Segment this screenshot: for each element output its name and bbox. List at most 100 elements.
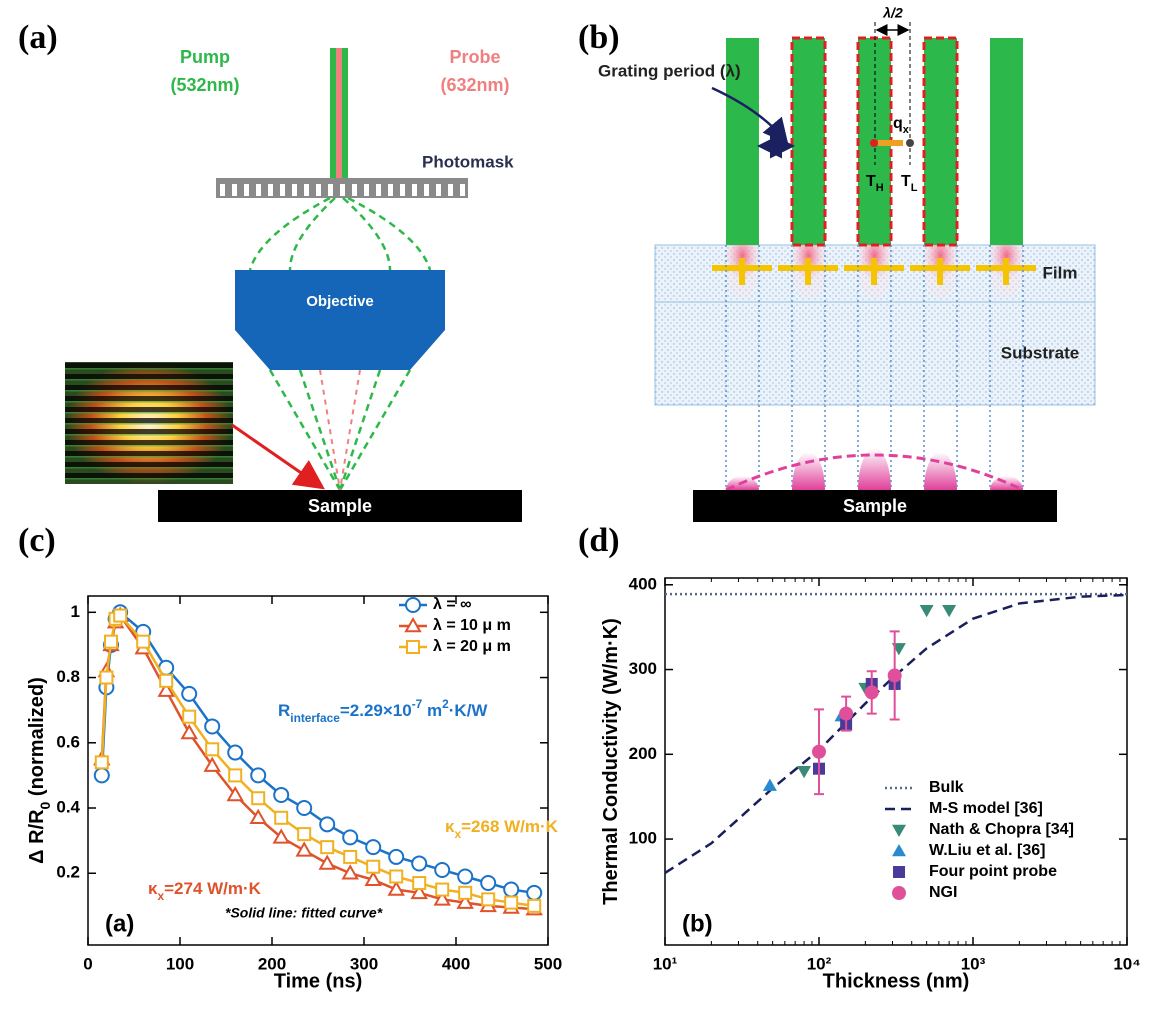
flux-symbol: q [893,115,903,132]
heat-zones [726,245,1023,298]
marker [457,868,474,885]
envelope [725,453,1024,492]
probe-label: Probe [449,47,500,67]
sample-label: Sample [308,496,372,516]
marker [226,785,244,802]
annotation-part: x [454,827,461,841]
legend-label: Bulk [929,779,964,796]
marker [480,875,497,892]
y-tick-label: 0.4 [56,797,80,816]
marker [942,604,957,618]
inset-fringes [65,362,233,484]
legend-label: λ = 20 μ m [433,638,511,655]
y-axis-label-part: Thermal Conductivity (W/m·K) [600,618,622,905]
x-axis-label: Thickness (nm) [823,970,970,992]
hot-point [870,139,878,147]
annotation: κx=268 W/m·K [445,817,559,841]
grating-period-label: Grating period (λ) [598,61,741,80]
x-tick-label: 10¹ [653,954,678,973]
marker [104,634,118,649]
marker [526,884,543,901]
plot-area [664,577,1128,946]
annotation-part: =2.29×10 [340,701,412,720]
legend-label: NGI [929,884,957,901]
y-tick-label: 0.6 [56,732,80,751]
panel-label: (b) [578,19,620,56]
x-tick-label: 10² [807,954,832,973]
y-tick-label: 300 [629,659,657,678]
marker [435,882,450,897]
annotation-part: x [157,889,164,903]
panel-a: (a) Pump (532nm) Probe (632nm) Photomask… [18,19,522,522]
marker [182,709,197,724]
objective-label: Objective [306,293,374,310]
annotation-part: =268 W/m·K [461,817,559,836]
marker [249,808,267,825]
marker [94,755,109,770]
substrate [654,301,1096,406]
marker [318,854,336,870]
marker [250,767,267,784]
annotation-part: =274 W/m·K [164,879,262,898]
x-tick-label: 200 [258,954,286,973]
y-axis-label-part: 0 [37,801,53,809]
marker [887,668,902,683]
x-axis-label: Time (ns) [274,970,363,992]
marker [181,685,198,702]
marker [389,869,404,884]
annotation-part: ·K/W [449,701,489,720]
marker [180,723,198,740]
guide-lines [725,245,1024,490]
marker [433,890,451,906]
annotation: κx=274 W/m·K [148,879,262,903]
marker [341,864,359,880]
panel-label: (c) [18,522,56,559]
legend-label: Four point probe [929,863,1057,880]
marker [388,848,405,865]
y-axis-label-part: (normalized) [26,677,48,801]
legend-marker [892,844,906,857]
marker [458,885,473,900]
x-tick-label: 10⁴ [1113,954,1140,973]
panel-tag: (a) [105,910,134,937]
annotation-part: m [422,701,442,720]
cold-point [906,139,914,147]
annotation: Rinterface=2.29×10-7 m2·K/W [278,697,488,725]
y-tick-label: 1 [71,602,80,621]
marker [411,855,428,872]
marker [412,876,427,891]
y-axis-label: Thermal Conductivity (W/m·K) [600,618,622,905]
marker [434,861,451,878]
y-axis-label-part: Δ R/R [26,809,48,864]
marker [227,744,244,761]
objective [235,270,445,370]
marker [273,786,290,803]
annotation-part: interface [290,711,340,725]
panel-label: (d) [578,522,620,559]
sample [158,490,522,522]
marker [343,849,358,864]
domes [726,448,1023,490]
legend-label: λ = ∞ [433,596,472,613]
marker [919,604,934,618]
marker [157,681,175,697]
marker [296,800,313,817]
marker [410,883,428,900]
x-tick-label: 300 [350,954,378,973]
beam-paths [248,196,432,491]
marker [365,839,382,856]
marker [320,840,335,855]
legend-label: W.Liu et al. [36] [929,842,1045,859]
x-tick-label: 400 [442,954,470,973]
cold-symbol: T [901,173,911,190]
marker [113,608,128,623]
sample [693,490,1057,522]
probe-paths [319,369,361,491]
hot-label: TH [866,173,884,194]
marker [204,718,221,735]
hot-symbol: T [866,173,876,190]
sample-label: Sample [843,496,907,516]
y-axis-label: Δ R/R0 (normalized) [26,677,52,864]
marker [297,827,312,842]
